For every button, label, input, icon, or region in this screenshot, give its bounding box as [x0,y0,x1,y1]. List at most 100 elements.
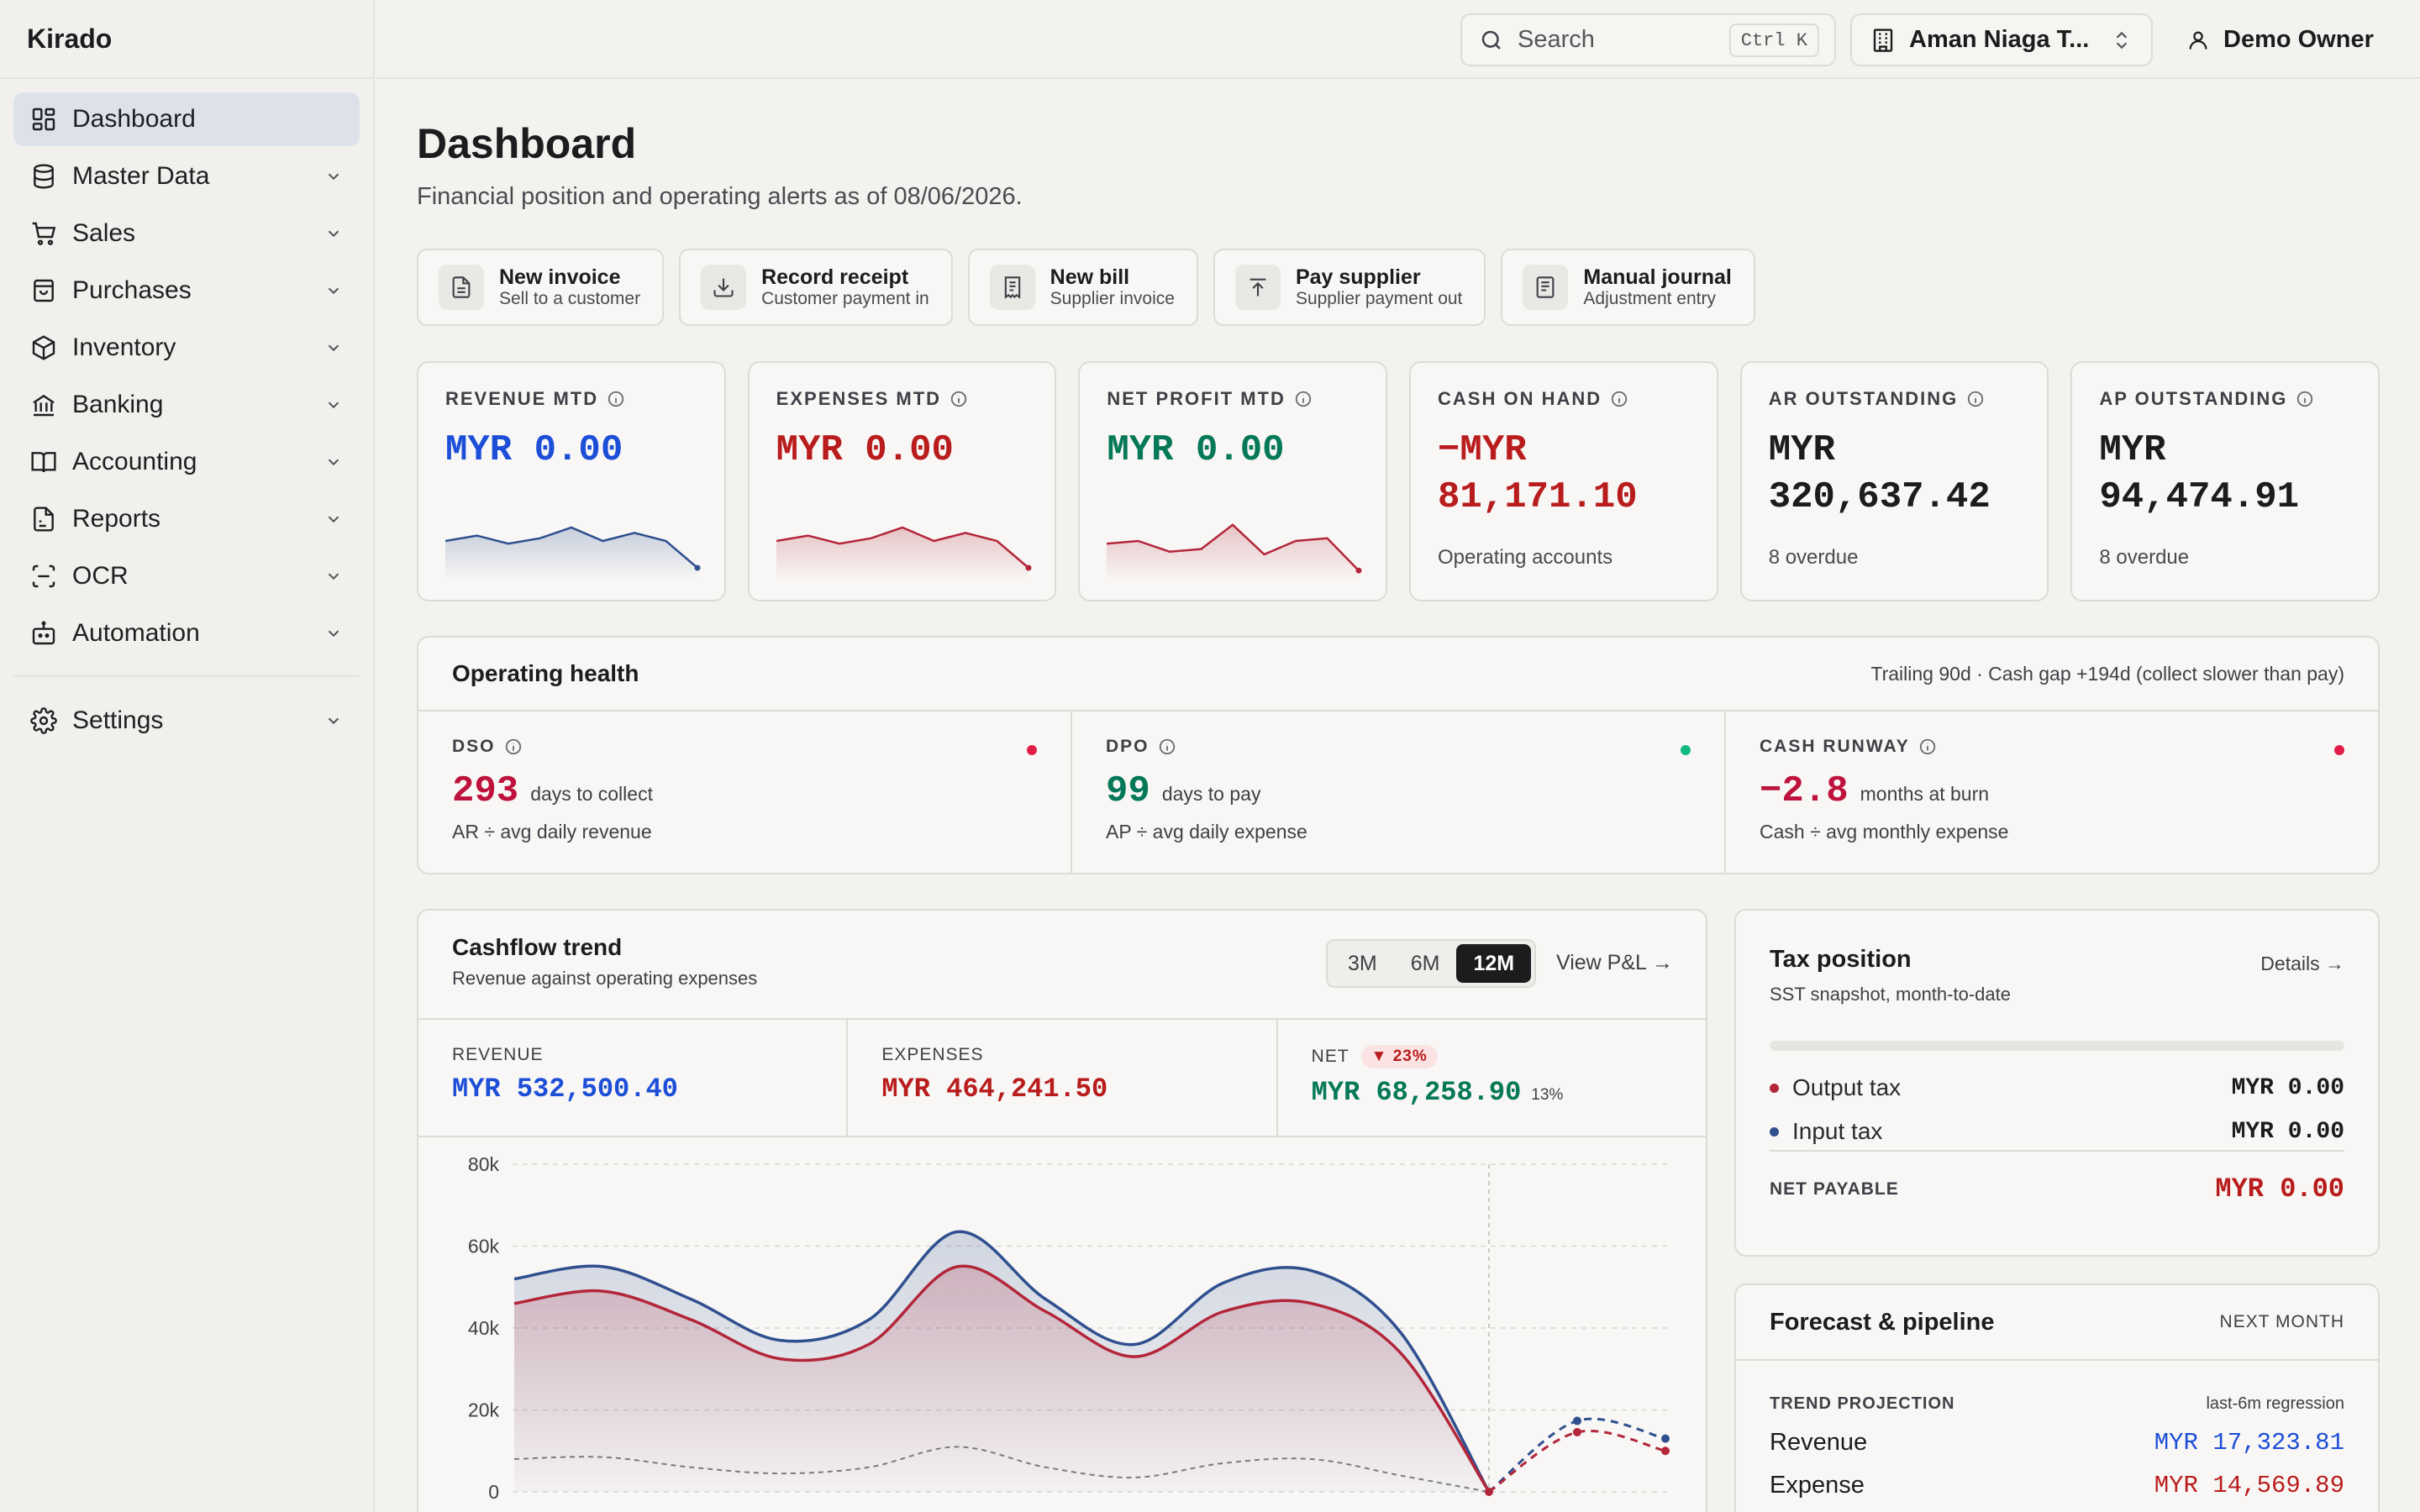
sidebar-item-sales[interactable]: Sales [13,207,360,260]
health-metric-dpo: DPO 99 days to pay AP ÷ avg daily expense [1072,711,1726,874]
sparkline [776,526,1032,581]
action-subtitle: Supplier invoice [1050,289,1175,308]
info-icon[interactable] [1610,390,1628,408]
y-tick-label: 80k [468,1153,500,1175]
info-icon[interactable] [607,390,625,408]
sidebar-nav: Dashboard Master Data Sales Purchases In… [0,79,373,764]
sparkline-point [1025,564,1032,571]
forecast-point [1661,1446,1670,1456]
sidebar-item-automation[interactable]: Automation [13,606,360,660]
kpi-card-ar[interactable]: AR OUTSTANDING MYR 320,637.42 8 overdue [1739,361,2049,601]
quick-actions: New invoice Sell to a customer Record rec… [417,249,1755,326]
chevron-down-icon [328,173,339,181]
new-invoice-button[interactable]: New invoice Sell to a customer [417,249,665,326]
sidebar-item-banking[interactable]: Banking [13,378,360,432]
kpi-value: −MYR 81,171.10 [1438,429,1638,518]
sparkline-point [694,564,701,571]
sidebar: Kirado Dashboard Master Data Sales Purch… [0,0,375,1512]
sidebar-item-dashboard[interactable]: Dashboard [13,92,360,146]
forecast-value: MYR 14,569.89 [2154,1472,2344,1499]
status-dot [1681,745,1691,755]
kpi-note: Operating accounts [1438,546,1613,569]
sidebar-item-label: Purchases [72,276,192,304]
stat-value: MYR 68,258.90 [1311,1077,1522,1108]
user-menu[interactable]: Demo Owner [2186,13,2374,66]
range-3m-button[interactable]: 3M [1348,951,1377,975]
range-12m-button[interactable]: 12M [1456,944,1532,983]
sidebar-item-purchases[interactable]: Purchases [13,264,360,318]
sparkline-line [1107,523,1360,572]
info-icon[interactable] [1966,390,1985,408]
action-title: Record receipt [761,265,909,289]
metric-unit: months at burn [1860,783,1990,805]
y-tick-label: 40k [468,1317,500,1339]
line-revenue [513,1230,1491,1493]
metric-label: DSO [452,737,496,756]
chevron-down-icon [328,459,339,466]
health-title: Operating health [452,660,639,686]
metric-label: DPO [1106,737,1150,756]
y-tick-label: 0 [488,1481,499,1503]
sidebar-item-reports[interactable]: Reports [13,492,360,546]
company-name: Aman Niaga T... [1909,26,2090,53]
sidebar-item-accounting[interactable]: Accounting [13,435,360,489]
sidebar-item-ocr[interactable]: OCR [13,549,360,603]
pay-supplier-button[interactable]: Pay supplier Supplier payment out [1213,249,1486,326]
info-icon[interactable] [1918,738,1937,756]
chevron-down-icon [328,717,339,725]
bank-icon [33,394,55,417]
building-icon [1873,28,1893,52]
search-icon [1481,30,1501,50]
sparkline-line [445,526,698,569]
tax-row-value: MYR 0.00 [2231,1118,2344,1145]
info-icon[interactable] [950,390,968,408]
info-icon[interactable] [1294,390,1313,408]
kpi-card-net-profit[interactable]: NET PROFIT MTD MYR 0.00 [1078,361,1388,601]
search-input[interactable]: Search Ctrl K [1460,13,1836,66]
sparkline [1107,523,1362,581]
kpi-value: MYR 0.00 [1107,429,1285,471]
brand-logo[interactable]: Kirado [0,0,373,79]
kpi-card-revenue[interactable]: REVENUE MTD MYR 0.00 [417,361,726,601]
forecast-section-label: TREND PROJECTION [1770,1394,1955,1413]
kpi-label: AP OUTSTANDING [2099,388,2288,409]
kpi-card-ap[interactable]: AP OUTSTANDING MYR 94,474.91 8 overdue [2070,361,2381,601]
manual-journal-button[interactable]: Manual journal Adjustment entry [1501,249,1755,326]
kpi-card-cash[interactable]: CASH ON HAND −MYR 81,171.10 Operating ac… [1409,361,1718,601]
metric-unit: days to pay [1161,783,1261,805]
sidebar-item-inventory[interactable]: Inventory [13,321,360,375]
scan-icon [32,564,55,588]
record-receipt-button[interactable]: Record receipt Customer payment in [679,249,953,326]
current-point [1485,1488,1493,1496]
action-subtitle: Customer payment in [761,289,929,308]
cashflow-revenue-stat: REVENUE MYR 532,500.40 [418,1020,849,1136]
kpi-note: 8 overdue [2099,546,2190,569]
forecast-card: Forecast & pipeline NEXT MONTH TREND PRO… [1734,1284,2380,1512]
company-switcher[interactable]: Aman Niaga T... [1850,13,2153,66]
action-title: Pay supplier [1295,265,1421,289]
info-icon[interactable] [1158,738,1176,756]
chevron-down-icon [328,230,339,238]
chevron-down-icon [328,344,339,352]
tax-details-link[interactable]: Details → [2260,953,2344,974]
sidebar-item-settings[interactable]: Settings [13,694,360,748]
chevron-down-icon [328,516,339,523]
info-icon[interactable] [2296,390,2314,408]
new-bill-button[interactable]: New bill Supplier invoice [967,249,1198,326]
info-icon[interactable] [504,738,523,756]
tax-net-payable: NET PAYABLE MYR 0.00 [1770,1150,2344,1205]
sidebar-item-master-data[interactable]: Master Data [13,150,360,203]
kpi-card-expenses[interactable]: EXPENSES MTD MYR 0.00 [747,361,1057,601]
chevron-down-icon [328,287,339,295]
chevron-down-icon [328,630,339,638]
gear-icon [30,707,57,734]
metric-value: 293 [452,770,519,812]
action-title: Manual journal [1583,265,1732,289]
sidebar-item-label: Settings [72,706,164,734]
range-6m-button[interactable]: 6M [1410,951,1440,975]
page-subtitle: Financial position and operating alerts … [417,183,1023,210]
chevron-down-icon [328,402,339,409]
user-name: Demo Owner [2223,26,2374,53]
view-pl-link[interactable]: View P&L → [1556,951,1673,974]
kpi-label: AR OUTSTANDING [1768,388,1959,409]
